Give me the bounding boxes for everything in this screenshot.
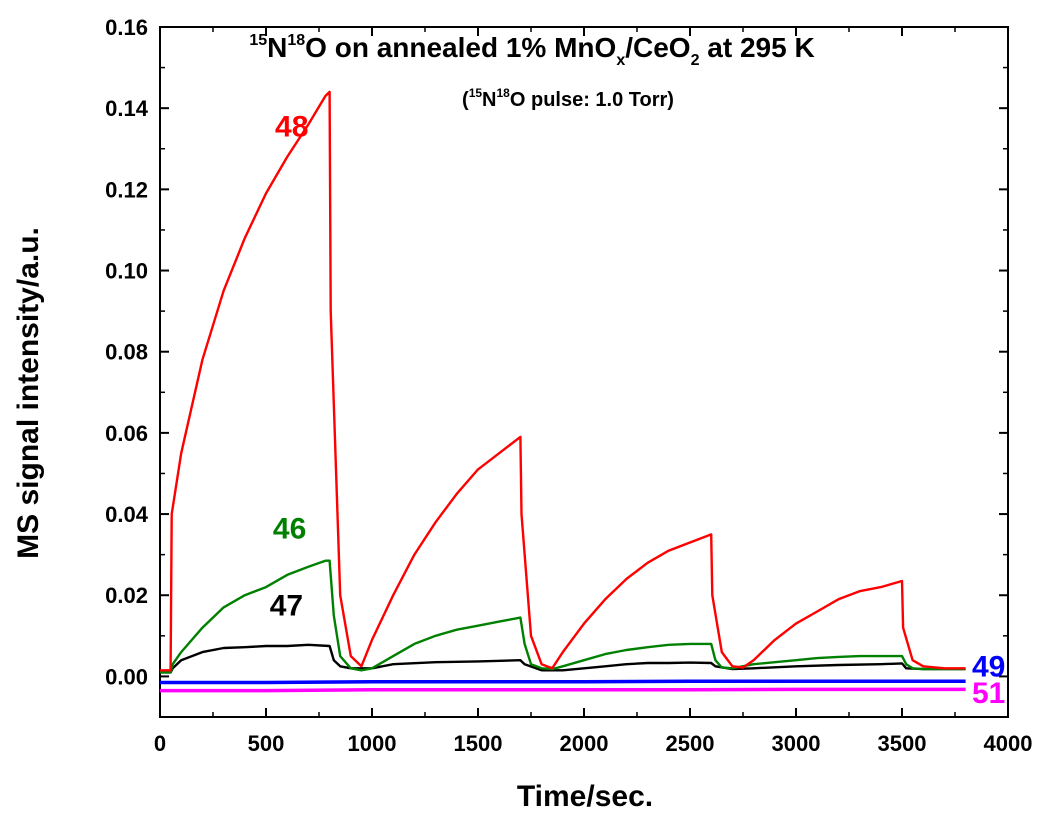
x-tick-label: 0 <box>154 731 166 756</box>
series-label-47: 47 <box>270 590 303 623</box>
series-label-51: 51 <box>972 677 1005 710</box>
series-layer <box>160 90 966 693</box>
series-line-46 <box>160 559 966 674</box>
y-tick-label: 0.02 <box>105 583 148 608</box>
chart-subtitle: (15N18O pulse: 1.0 Torr) <box>462 86 674 111</box>
series-line-51 <box>160 687 966 693</box>
series-label-46: 46 <box>273 512 306 545</box>
x-tick-label: 500 <box>248 731 285 756</box>
y-tick-label: 0.16 <box>105 15 148 40</box>
x-tick-label: 2000 <box>560 731 609 756</box>
x-tick-label: 3500 <box>878 731 927 756</box>
series-label-48: 48 <box>275 111 308 144</box>
series-line-49 <box>160 679 966 685</box>
x-tick-label: 1000 <box>348 731 397 756</box>
y-tick-label: 0.04 <box>105 502 149 527</box>
y-tick-label: 0.00 <box>105 664 148 689</box>
x-tick-label: 4000 <box>984 731 1033 756</box>
y-tick-label: 0.06 <box>105 421 148 446</box>
x-tick-label: 2500 <box>666 731 715 756</box>
x-tick-label: 1500 <box>454 731 503 756</box>
y-axis-title: MS signal intensity/a.u. <box>12 227 45 559</box>
chart-title: 15N18O on annealed 1% MnOx/CeO2 at 295 K <box>249 32 814 69</box>
y-tick-label: 0.10 <box>105 259 148 284</box>
y-tick-label: 0.12 <box>105 177 148 202</box>
series-label-49: 49 <box>972 650 1005 683</box>
axes: 0 500 1000 1500 2000 2500 3000 3500 4000 0.00 0.02… <box>105 15 1032 756</box>
series-line-47 <box>160 643 966 674</box>
y-tick-label: 0.08 <box>105 340 148 365</box>
x-tick-label: 3000 <box>772 731 821 756</box>
y-tick-label: 0.14 <box>105 96 149 121</box>
x-axis-title: Time/sec. <box>517 780 653 813</box>
series-line-48 <box>160 90 966 672</box>
